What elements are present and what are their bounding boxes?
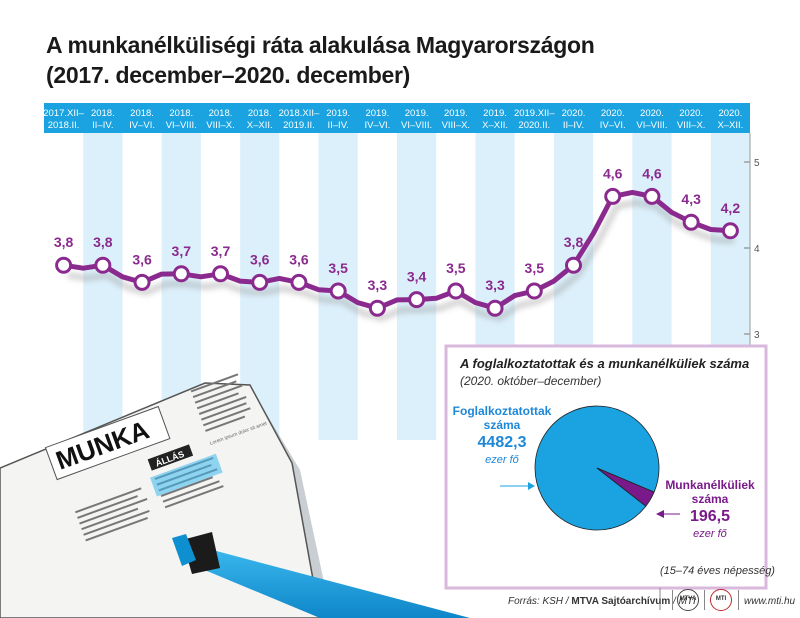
data-label: 3,7 xyxy=(211,243,231,259)
data-point xyxy=(643,187,661,205)
employed-value: 4482,3 xyxy=(477,434,527,451)
data-point xyxy=(290,273,308,291)
data-point xyxy=(368,299,386,317)
footer-separator-3 xyxy=(738,590,739,610)
data-point xyxy=(133,273,151,291)
footer-separator-1 xyxy=(672,590,673,610)
data-label: 3,3 xyxy=(368,277,388,293)
data-point xyxy=(172,265,190,283)
mtva-logo: MTVA xyxy=(677,589,699,611)
chart-title: A munkanélküliségi ráta alakulása Magyar… xyxy=(46,30,595,90)
data-point xyxy=(682,213,700,231)
data-label: 3,8 xyxy=(93,234,113,250)
title-line-2: (2017. december–2020. december) xyxy=(46,62,411,88)
x-tick-label: 2019. X–XII. xyxy=(482,108,508,131)
data-label: 3,8 xyxy=(564,234,584,250)
data-point xyxy=(447,282,465,300)
data-point xyxy=(565,256,582,274)
mti-logo: MTI xyxy=(710,589,732,611)
footer-separator-2 xyxy=(704,590,705,610)
data-label: 4,6 xyxy=(642,165,662,181)
footer-source: Forrás: KSH / MTVA Sajtóarchívum / MTI xyxy=(508,596,696,607)
mti-logo-text: MTI xyxy=(715,596,727,602)
data-point xyxy=(212,265,229,283)
data-point xyxy=(408,291,426,309)
employed-label-line1: Foglalkoztatottak xyxy=(452,404,552,418)
data-label: 3,5 xyxy=(446,260,466,276)
unemployed-unit: ezer fő xyxy=(693,528,727,540)
unemployed-value: 196,5 xyxy=(689,508,731,525)
x-tick-label: 2017.XII– 2018.II. xyxy=(43,108,84,131)
population-note: (15–74 éves népesség) xyxy=(660,565,775,577)
data-label: 3,4 xyxy=(407,269,427,285)
data-point xyxy=(329,282,347,300)
data-point xyxy=(251,273,269,291)
x-tick-label: 2019. VIII–X. xyxy=(442,108,471,131)
unemployed-label-line2: száma xyxy=(691,492,729,506)
x-tick-label: 2018. II–IV. xyxy=(91,108,115,131)
x-tick-label: 2019. II–IV. xyxy=(326,108,350,131)
data-label: 3,8 xyxy=(54,234,74,250)
x-tick-label: 2019. IV–VI. xyxy=(364,108,390,131)
x-tick-label: 2018. X–XII. xyxy=(247,108,273,131)
x-tick-label: 2018.XII– 2019.II. xyxy=(279,108,320,131)
x-tick-label: 2018. IV–VI. xyxy=(129,108,155,131)
x-tick-label: 2020. IV–VI. xyxy=(600,108,626,131)
x-tick-label: 2020. VIII–X. xyxy=(677,108,706,131)
y-tick-label: 4 xyxy=(754,244,760,255)
category-stripe xyxy=(397,133,437,440)
employed-unit: ezer fő xyxy=(485,454,519,466)
data-label: 3,5 xyxy=(525,260,545,276)
pie-chart xyxy=(534,405,660,531)
data-point xyxy=(55,256,73,274)
data-label: 4,6 xyxy=(603,165,623,181)
footer-url: www.mti.hu xyxy=(744,596,796,607)
x-tick-label: 2019.XII– 2020.II. xyxy=(514,108,555,131)
x-tick-label: 2020. X–XII. xyxy=(717,108,743,131)
data-point xyxy=(721,222,739,240)
data-label: 3,3 xyxy=(485,277,505,293)
employed-label-line2: száma xyxy=(483,418,521,432)
data-point xyxy=(604,187,622,205)
data-label: 3,6 xyxy=(289,251,309,267)
title-line-1: A munkanélküliségi ráta alakulása Magyar… xyxy=(46,32,595,58)
y-tick-label: 3 xyxy=(754,330,760,341)
unemployed-label: Munkanélküliek száma xyxy=(660,478,760,506)
data-point xyxy=(486,299,504,317)
data-label: 3,5 xyxy=(328,260,348,276)
x-tick-label: 2019. VI–VIII. xyxy=(401,108,432,131)
data-label: 3,6 xyxy=(250,251,270,267)
unemployed-label-line1: Munkanélküliek xyxy=(665,478,755,492)
inset-title: A foglalkoztatottak és a munkanélküliek … xyxy=(460,356,750,371)
x-tick-label: 2020. VI–VIII. xyxy=(636,108,667,131)
x-tick-label: 2020. II–IV. xyxy=(562,108,586,131)
unemployed-pointer-arrow xyxy=(656,510,664,518)
footer-source-prefix: Forrás: KSH / xyxy=(508,596,572,607)
employed-label: Foglalkoztatottak száma xyxy=(452,404,552,432)
pie-slice-unemployed xyxy=(596,467,655,507)
data-label: 4,2 xyxy=(721,200,741,216)
data-point xyxy=(94,256,112,274)
category-header-band xyxy=(44,103,750,133)
data-label: 4,3 xyxy=(681,191,701,207)
category-stripe xyxy=(83,133,123,440)
data-label: 3,7 xyxy=(172,243,192,259)
highlighter-marker xyxy=(172,532,470,618)
mtva-logo-text: MTVA xyxy=(679,596,697,602)
data-label: 3,6 xyxy=(132,251,152,267)
newspaper-illustration: MUNKA ÁLLÁS Lorem ipsum dolor sit amet xyxy=(0,373,470,618)
employed-pointer-arrow xyxy=(528,482,535,490)
inset-subtitle: (2020. október–december) xyxy=(460,374,602,388)
x-tick-label: 2018. VIII–X. xyxy=(206,108,235,131)
footer-source-archive: MTVA Sajtóarchívum xyxy=(571,596,671,607)
series-line-shadow xyxy=(67,199,735,322)
data-point xyxy=(525,282,543,300)
x-tick-label: 2018. VI–VIII. xyxy=(166,108,197,131)
y-tick-label: 5 xyxy=(754,158,760,169)
